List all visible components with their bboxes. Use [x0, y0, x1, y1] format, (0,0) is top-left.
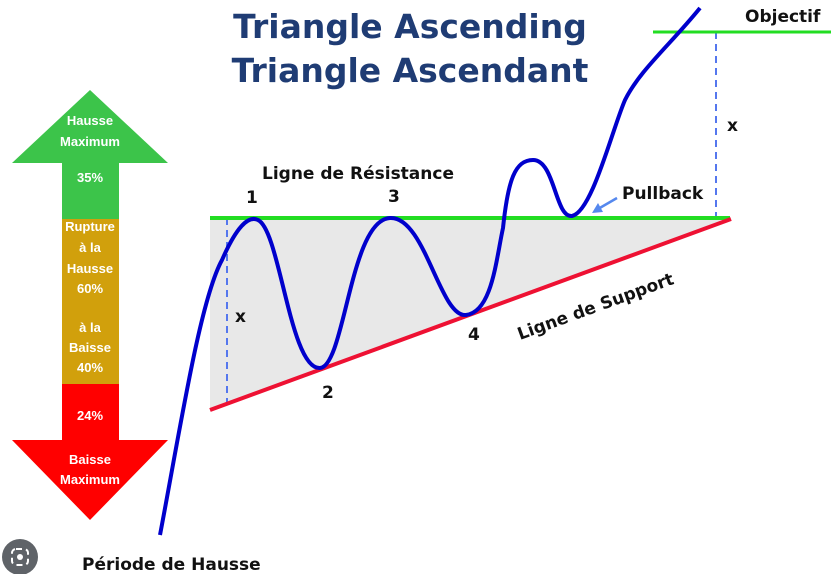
mid-line5: Baisse: [69, 340, 111, 355]
up-line2: Maximum: [60, 134, 120, 149]
arrow-up-section: [12, 90, 168, 220]
objective-label: Objectif: [745, 7, 821, 27]
mid-line1: Rupture: [65, 219, 115, 234]
x-label-left: x: [235, 307, 246, 327]
title-line-1: Triangle Ascending: [233, 7, 587, 46]
lens-search-icon[interactable]: [2, 539, 38, 574]
mid-line3: Hausse: [67, 261, 113, 276]
mid-pct-down: 40%: [77, 360, 103, 375]
probability-arrow: Hausse Maximum 35% Rupture à la Hausse 6…: [12, 90, 168, 520]
down-pct: 24%: [77, 408, 103, 423]
arrow-down-section: [12, 384, 168, 520]
point-1: 1: [246, 188, 258, 208]
mid-line2: à la: [79, 240, 101, 255]
point-3: 3: [388, 187, 400, 207]
period-label: Période de Hausse: [82, 555, 261, 574]
down-line2: Maximum: [60, 472, 120, 487]
point-4: 4: [468, 325, 480, 345]
pullback-pointer-line: [597, 196, 618, 211]
pullback-label: Pullback: [622, 184, 704, 204]
resistance-label: Ligne de Résistance: [262, 164, 454, 184]
mid-pct-up: 60%: [77, 281, 103, 296]
x-label-right: x: [727, 116, 738, 136]
up-line1: Hausse: [67, 113, 113, 128]
down-line1: Baisse: [69, 452, 111, 467]
up-pct: 35%: [77, 170, 103, 185]
mid-line4: à la: [79, 320, 101, 335]
point-2: 2: [322, 383, 334, 403]
pullback-arrow-icon: [592, 203, 603, 213]
arrow-middle-section: [62, 219, 119, 385]
title-line-2: Triangle Ascendant: [232, 51, 589, 90]
price-curve: [158, 6, 702, 536]
